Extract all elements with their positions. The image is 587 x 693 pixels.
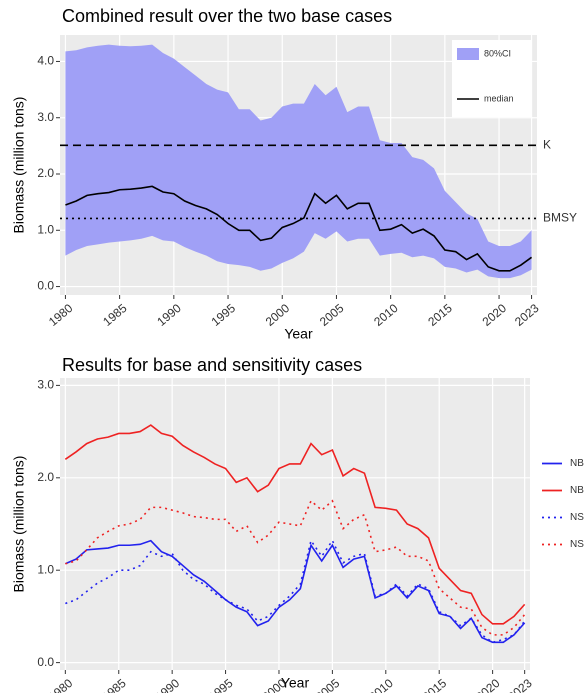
x-tick-label: 1990 (153, 676, 183, 693)
x-tick-label: 2010 (371, 301, 401, 329)
y-tick-label: 3.0 (37, 378, 54, 392)
chart-title: Combined result over the two base cases (62, 6, 392, 26)
x-tick-label: 1995 (209, 301, 239, 329)
x-tick-label: 2000 (263, 301, 293, 329)
legend-label: NS (570, 539, 584, 550)
y-tick-label: 2.0 (37, 166, 54, 180)
chart-title: Results for base and sensitivity cases (62, 355, 362, 375)
series-line (65, 185, 533, 272)
series-line (65, 539, 526, 644)
y-tick-label: 0.0 (37, 655, 54, 669)
legend-label: 80%CI (484, 48, 511, 58)
x-tick-label: 1985 (99, 676, 129, 693)
x-tick-label: 2010 (366, 676, 396, 693)
x-tick-label: 1985 (100, 301, 130, 329)
legend-swatch (457, 48, 479, 60)
y-tick-label: 1.0 (37, 562, 54, 576)
plot-panel (60, 378, 530, 670)
ci-band (65, 44, 532, 279)
legend-label: median (484, 93, 514, 103)
x-tick-label: 2023 (512, 301, 542, 329)
legend-label: NB (570, 458, 584, 469)
y-tick-label: 1.0 (37, 222, 54, 236)
legend-label: NB (570, 485, 584, 496)
x-tick-label: 2005 (317, 301, 347, 329)
reference-label: K (543, 137, 551, 151)
x-tick-label: 2020 (473, 676, 503, 693)
x-tick-label: 2023 (505, 676, 535, 693)
x-tick-label: 2020 (480, 301, 510, 329)
x-tick-label: 1980 (46, 676, 76, 693)
series-line (64, 424, 526, 625)
x-axis-title: Year (284, 326, 313, 342)
y-tick-label: 0.0 (37, 279, 54, 293)
x-tick-label: 1995 (206, 676, 236, 693)
y-tick-label: 2.0 (37, 470, 54, 484)
y-axis-title: Biomass (million tons) (11, 456, 27, 593)
x-tick-label: 1980 (46, 301, 76, 329)
reference-label: BMSY (543, 211, 577, 225)
y-tick-label: 3.0 (37, 110, 54, 124)
y-tick-label: 4.0 (37, 54, 54, 68)
x-tick-label: 1990 (154, 301, 184, 329)
x-axis-title: Year (281, 675, 310, 691)
y-axis-title: Biomass (million tons) (11, 97, 27, 234)
x-tick-label: 2005 (313, 676, 343, 693)
x-tick-label: 2015 (425, 301, 455, 329)
x-tick-label: 2015 (420, 676, 450, 693)
legend-label: NS (570, 512, 584, 523)
